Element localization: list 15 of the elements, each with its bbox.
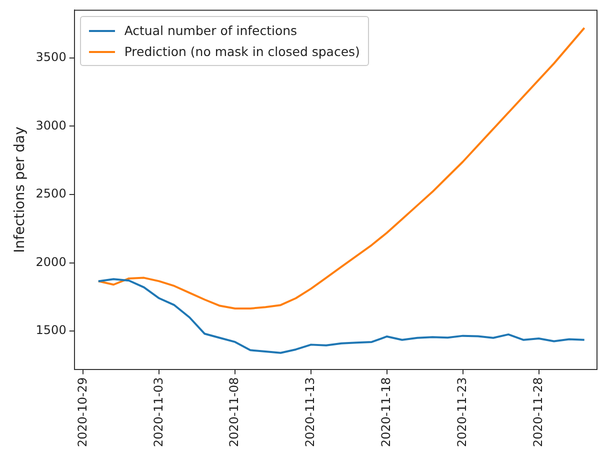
- x-tick-label: 2020-11-28: [530, 377, 545, 448]
- x-tick-label: 2020-11-08: [227, 377, 242, 448]
- x-tick-label: 2020-11-18: [379, 377, 394, 448]
- x-tick-label: 2020-11-03: [151, 377, 166, 448]
- y-tick-label: 1500: [36, 323, 66, 338]
- y-tick-label: 2500: [36, 186, 66, 201]
- y-tick-label: 3500: [36, 50, 66, 64]
- legend-label: Actual number of infections: [124, 23, 298, 38]
- y-tick-label: 3000: [36, 118, 66, 132]
- x-tick-label: 2020-10-29: [75, 377, 90, 448]
- legend-label: Prediction (no mask in closed spaces): [124, 44, 360, 60]
- x-tick-label: 2020-11-23: [454, 377, 469, 448]
- x-tick-label: 2020-11-13: [303, 377, 318, 448]
- y-axis-title: Infections per day: [12, 126, 28, 253]
- y-tick-label: 2000: [36, 254, 66, 269]
